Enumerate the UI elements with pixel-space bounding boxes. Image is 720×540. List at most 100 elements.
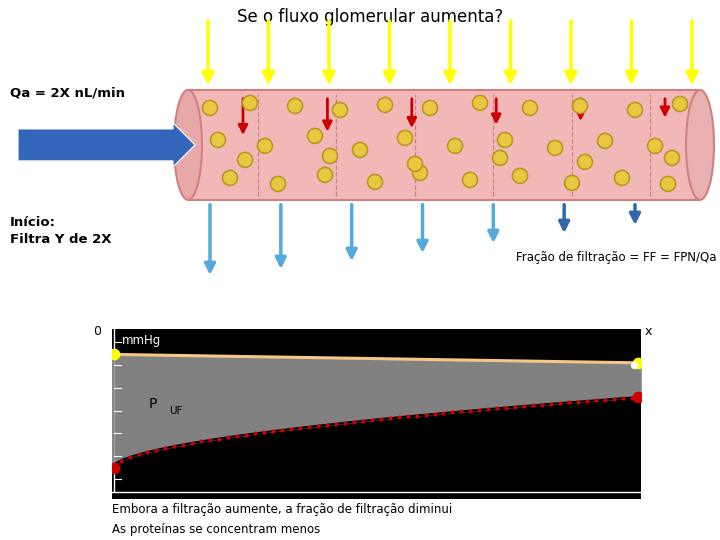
Circle shape bbox=[647, 138, 662, 153]
Point bbox=[109, 464, 120, 472]
Circle shape bbox=[628, 103, 642, 117]
Point bbox=[428, 409, 440, 418]
Point bbox=[366, 416, 377, 424]
Circle shape bbox=[523, 100, 538, 116]
Circle shape bbox=[287, 98, 302, 113]
Circle shape bbox=[413, 165, 428, 180]
Circle shape bbox=[472, 96, 487, 110]
Point bbox=[590, 396, 602, 404]
Point bbox=[554, 399, 566, 408]
Point bbox=[599, 395, 611, 404]
Point bbox=[626, 393, 638, 402]
Circle shape bbox=[513, 168, 528, 184]
Point bbox=[258, 428, 270, 437]
Point bbox=[492, 404, 503, 413]
Text: P: P bbox=[148, 397, 157, 411]
Text: Filtra Y de 2X: Filtra Y de 2X bbox=[10, 233, 112, 246]
Point bbox=[124, 453, 135, 462]
Circle shape bbox=[498, 132, 513, 147]
Point bbox=[321, 421, 333, 429]
Circle shape bbox=[598, 133, 613, 148]
Point bbox=[464, 406, 476, 415]
Point bbox=[402, 412, 413, 421]
Point bbox=[267, 427, 279, 435]
Point bbox=[109, 350, 120, 359]
Circle shape bbox=[492, 151, 508, 165]
Point bbox=[222, 433, 234, 442]
Text: x: x bbox=[645, 325, 652, 338]
Point bbox=[186, 438, 198, 447]
Circle shape bbox=[243, 96, 258, 110]
Point bbox=[420, 410, 431, 419]
Circle shape bbox=[238, 152, 253, 167]
Polygon shape bbox=[188, 90, 700, 200]
Point bbox=[446, 408, 458, 416]
Point bbox=[114, 456, 126, 465]
Point bbox=[438, 409, 449, 417]
Point bbox=[411, 411, 423, 420]
Point bbox=[375, 415, 387, 423]
Circle shape bbox=[660, 177, 675, 191]
Text: As proteínas se concentram menos: As proteínas se concentram menos bbox=[112, 523, 320, 536]
Point bbox=[629, 360, 640, 369]
Point bbox=[581, 397, 593, 406]
Circle shape bbox=[377, 97, 392, 112]
Point bbox=[330, 420, 341, 428]
Point bbox=[204, 436, 216, 444]
Circle shape bbox=[665, 151, 680, 165]
Point bbox=[536, 400, 548, 409]
Point bbox=[572, 397, 584, 406]
Point bbox=[518, 402, 530, 410]
Point bbox=[168, 442, 180, 450]
Point bbox=[357, 416, 369, 425]
Point bbox=[635, 393, 647, 401]
Point bbox=[339, 418, 351, 427]
Circle shape bbox=[353, 143, 367, 157]
Circle shape bbox=[564, 176, 580, 191]
Point bbox=[178, 440, 189, 449]
Point bbox=[617, 394, 629, 402]
Point bbox=[240, 430, 252, 439]
Circle shape bbox=[614, 171, 629, 185]
Point bbox=[528, 401, 539, 410]
Point bbox=[482, 405, 494, 414]
Text: Se o fluxo glomerular aumenta?: Se o fluxo glomerular aumenta? bbox=[237, 8, 503, 26]
Point bbox=[303, 422, 315, 431]
Circle shape bbox=[271, 177, 286, 191]
Circle shape bbox=[547, 140, 562, 156]
Point bbox=[142, 448, 153, 456]
Text: mmHg: mmHg bbox=[122, 334, 161, 347]
Circle shape bbox=[572, 98, 588, 113]
Point bbox=[456, 407, 467, 416]
Ellipse shape bbox=[174, 90, 202, 200]
Point bbox=[312, 421, 324, 430]
Text: Embora a filtração aumente, a fração de filtração diminui: Embora a filtração aumente, a fração de … bbox=[112, 503, 452, 516]
Point bbox=[393, 413, 405, 422]
Circle shape bbox=[323, 148, 338, 164]
Point bbox=[632, 393, 644, 401]
Point bbox=[150, 446, 162, 454]
Point bbox=[563, 398, 575, 407]
Point bbox=[231, 431, 243, 440]
Point bbox=[285, 424, 297, 433]
Point bbox=[348, 417, 359, 426]
Text: UF: UF bbox=[168, 406, 182, 415]
Point bbox=[545, 400, 557, 408]
Point bbox=[249, 429, 261, 438]
Point bbox=[474, 406, 485, 414]
Point bbox=[132, 450, 144, 459]
Circle shape bbox=[462, 172, 477, 187]
Circle shape bbox=[672, 97, 688, 111]
FancyArrow shape bbox=[18, 123, 195, 167]
Circle shape bbox=[222, 171, 238, 185]
Text: 0: 0 bbox=[93, 325, 102, 338]
Circle shape bbox=[258, 138, 272, 153]
Ellipse shape bbox=[686, 90, 714, 200]
Circle shape bbox=[210, 132, 225, 147]
Point bbox=[196, 437, 207, 445]
Point bbox=[276, 426, 288, 434]
Circle shape bbox=[367, 174, 382, 190]
Point bbox=[632, 359, 644, 367]
Point bbox=[608, 395, 620, 403]
Circle shape bbox=[318, 167, 333, 183]
